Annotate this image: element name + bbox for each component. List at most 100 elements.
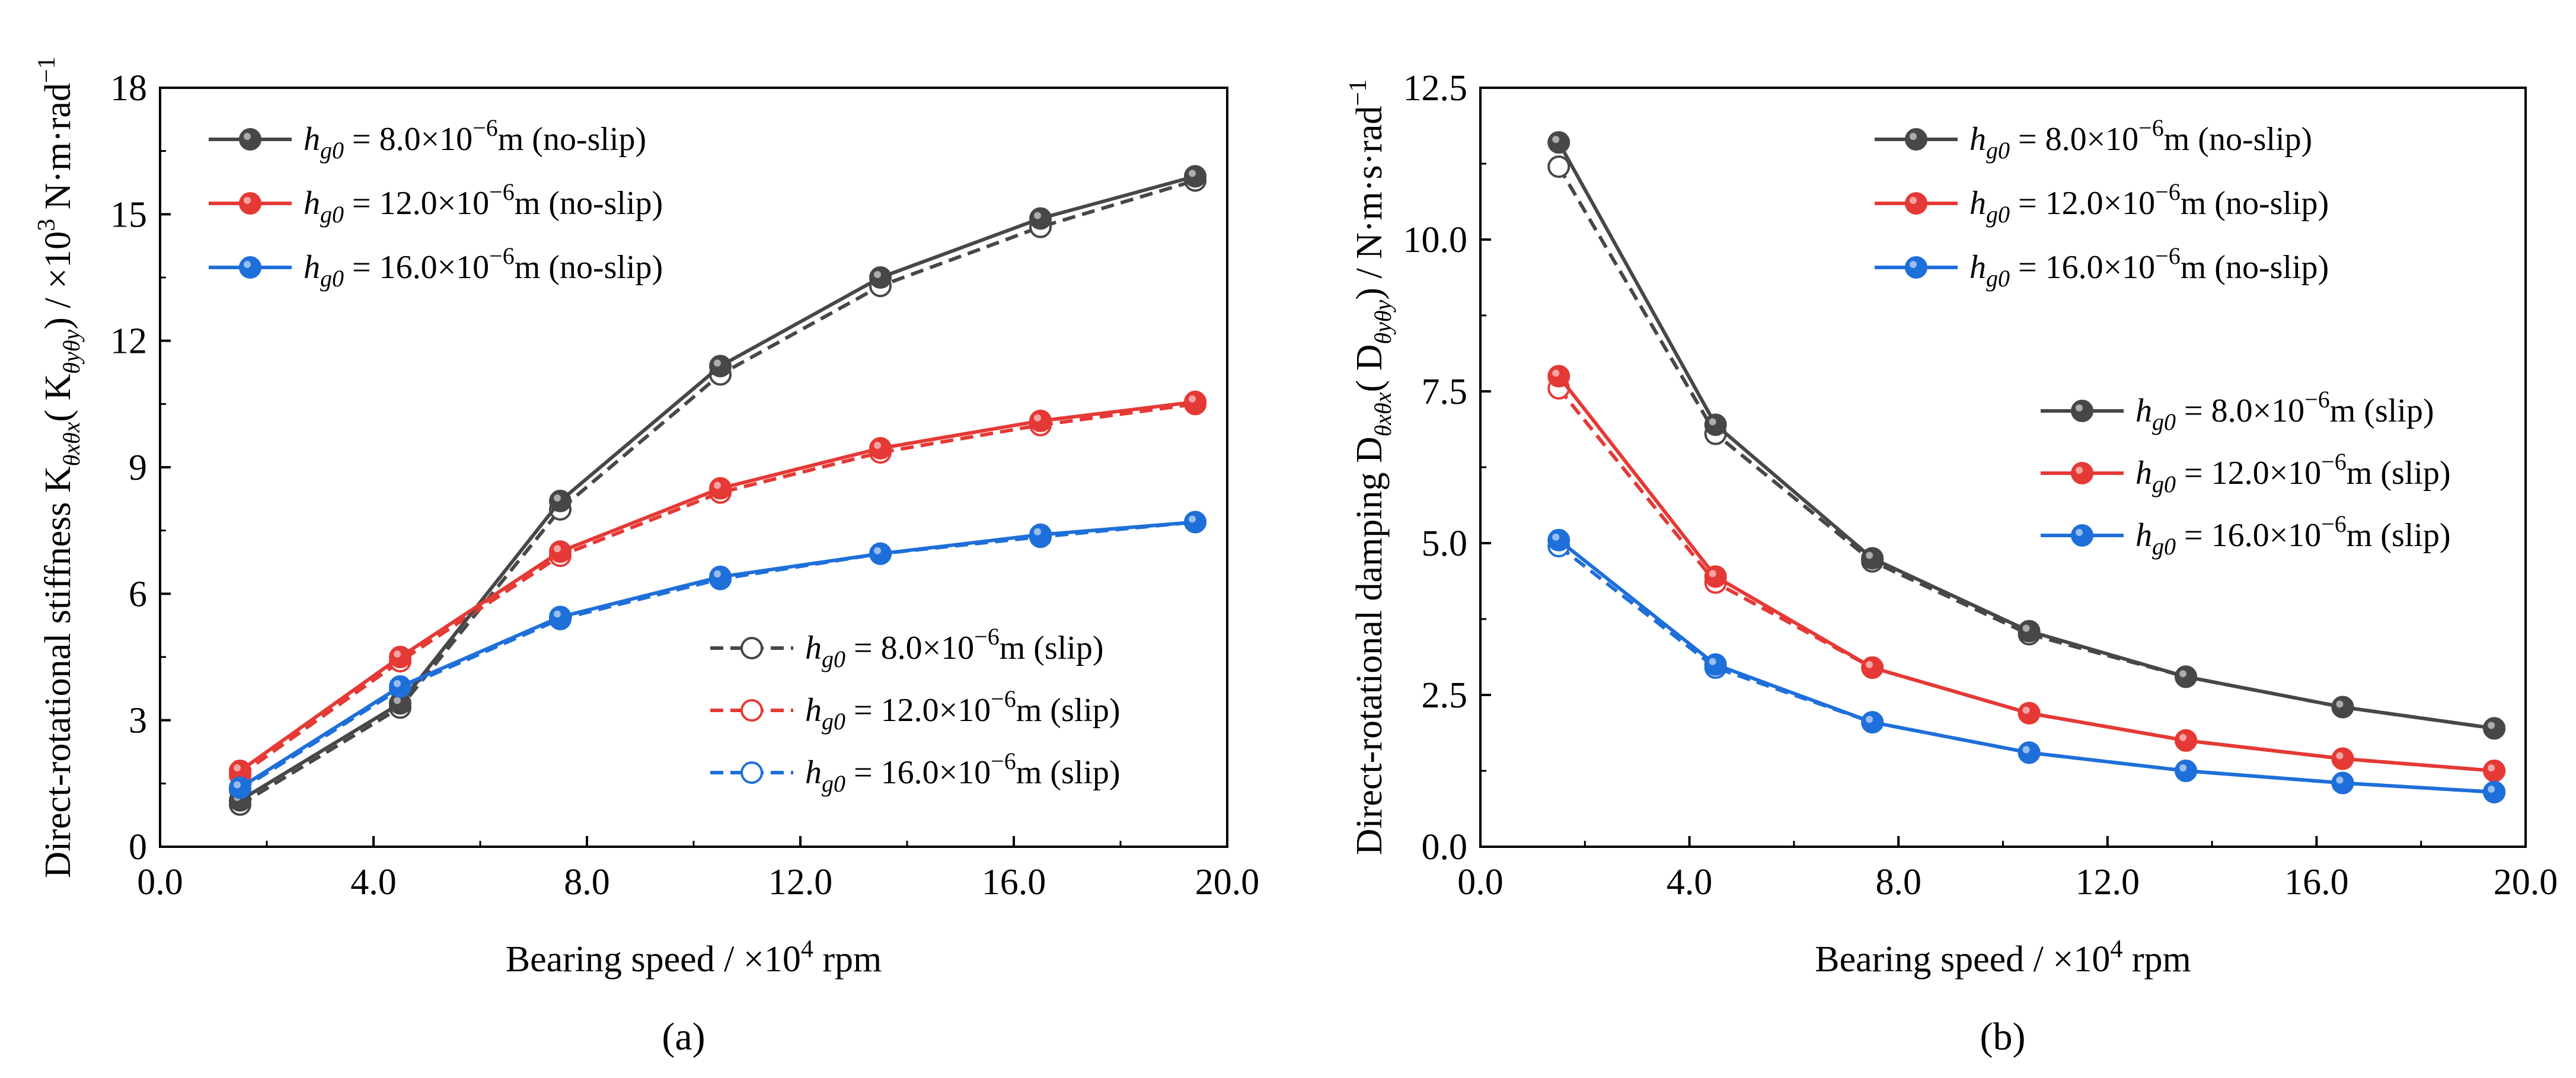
data-point-highlight <box>234 781 241 789</box>
data-point <box>1861 656 1884 679</box>
data-point-highlight <box>1866 716 1873 723</box>
data-point <box>2018 701 2041 725</box>
legend-swatch-highlight <box>2076 404 2083 412</box>
data-point <box>1029 409 1052 432</box>
data-point-highlight <box>2336 776 2344 784</box>
data-point-highlight <box>2179 733 2187 741</box>
data-point <box>1547 155 1571 178</box>
data-point <box>1547 131 1571 154</box>
data-point <box>1704 565 1727 588</box>
data-point <box>1547 365 1571 388</box>
x-tick-label: 20.0 <box>2494 862 2558 902</box>
legend-swatch-marker <box>2071 400 2093 422</box>
y-tick-label: 9 <box>129 448 147 488</box>
legend-a-1: hg0 = 8.0×10−6m (slip) hg0 = 12.0×10−6m (… <box>710 623 1121 797</box>
data-point <box>2018 741 2041 764</box>
x-tick-label: 0.0 <box>1457 862 1504 902</box>
data-point-highlight <box>2488 764 2495 771</box>
data-point <box>869 437 892 460</box>
legend-swatch-highlight <box>244 197 251 204</box>
y-tick-label: 6 <box>129 574 147 614</box>
legend-swatch-highlight <box>1910 133 1917 140</box>
data-point <box>709 477 732 500</box>
data-point-highlight <box>874 271 881 278</box>
data-point-highlight <box>554 545 561 553</box>
y-tick-label: 12.5 <box>1403 68 1468 109</box>
data-point-highlight <box>874 442 881 449</box>
legend-label: hg0 = 12.0×10−6m (no-slip) <box>1969 178 2329 228</box>
data-point-highlight <box>714 359 721 367</box>
legend-label: hg0 = 16.0×10−6m (no-slip) <box>304 243 663 292</box>
x-axis-label: Bearing speed / ×104 rpm <box>506 936 882 980</box>
data-point-highlight <box>2336 752 2344 760</box>
data-point <box>1184 165 1206 188</box>
data-point-highlight <box>874 547 881 554</box>
legend-swatch-marker <box>239 192 261 215</box>
chart-a: 0.0 4.0 8.0 12.0 16.0 20.0 0 3 6 9 12 15 18 Bearing s… <box>33 56 1259 980</box>
data-point-highlight <box>2488 722 2495 729</box>
data-point-highlight <box>1552 533 1560 541</box>
data-point-highlight <box>1552 136 1560 143</box>
legend-label: hg0 = 12.0×10−6m (slip) <box>805 685 1121 735</box>
data-point-highlight <box>2179 764 2187 771</box>
x-tick-label: 16.0 <box>982 862 1046 902</box>
data-point-highlight <box>1866 661 1873 668</box>
y-tick-label: 15 <box>110 194 147 235</box>
legend-b-1: hg0 = 8.0×10−6m (slip) hg0 = 12.0×10−6m (… <box>2041 386 2451 560</box>
data-point-highlight <box>1034 528 1041 535</box>
data-point <box>1704 413 1727 436</box>
data-point <box>2331 696 2354 719</box>
y-tick-label: 2.5 <box>1422 675 1468 716</box>
data-point-highlight <box>1709 658 1716 665</box>
data-point <box>1547 528 1571 551</box>
data-point <box>389 675 411 698</box>
data-point <box>2018 620 2041 643</box>
data-point <box>2483 780 2506 803</box>
legend-swatch-marker <box>740 761 763 784</box>
data-point-highlight <box>234 764 241 771</box>
data-point-highlight <box>1866 551 1873 559</box>
data-point-highlight <box>2179 670 2187 678</box>
data-point-highlight <box>2336 700 2344 708</box>
data-point <box>2331 747 2354 770</box>
data-point-highlight <box>1034 414 1041 422</box>
x-tick-label: 0.0 <box>137 862 183 902</box>
data-point <box>1029 207 1052 230</box>
data-point <box>709 355 732 378</box>
legend-label: hg0 = 16.0×10−6m (slip) <box>2136 511 2451 560</box>
data-point-highlight <box>1552 369 1560 377</box>
data-point <box>229 776 251 799</box>
caption-a: (a) <box>662 1015 705 1058</box>
x-tick-label: 12.0 <box>768 862 833 902</box>
data-point <box>1704 653 1727 676</box>
y-tick-label: 18 <box>110 68 147 109</box>
data-point <box>1861 711 1884 734</box>
data-point-highlight <box>1189 170 1196 177</box>
data-point <box>2175 665 2198 688</box>
legend-swatch-marker <box>1905 128 1927 151</box>
legend-swatch-highlight <box>2076 529 2083 536</box>
data-point <box>1184 511 1206 534</box>
x-tick-label: 12.0 <box>2076 862 2140 902</box>
data-layer-b <box>1547 131 2506 803</box>
data-point-highlight <box>2022 624 2030 632</box>
data-point-highlight <box>1034 212 1041 219</box>
data-point-highlight <box>714 570 721 578</box>
y-axis-label: Direct-rotational stiffness Kθxθx( Kθyθy… <box>33 56 85 878</box>
data-point <box>2331 771 2354 795</box>
data-point-highlight <box>394 697 401 704</box>
legend-a-0: hg0 = 8.0×10−6m (no-slip) hg0 = 12.0×10−6… <box>209 114 663 292</box>
legend-swatch-marker <box>740 699 763 722</box>
data-point-highlight <box>394 650 401 658</box>
legend-label: hg0 = 8.0×10−6m (slip) <box>805 623 1104 672</box>
legend-label: hg0 = 12.0×10−6m (no-slip) <box>304 178 663 228</box>
legend-label: hg0 = 16.0×10−6m (no-slip) <box>1969 243 2329 292</box>
data-point-highlight <box>1189 515 1196 523</box>
y-tick-label: 12 <box>110 321 147 362</box>
data-point <box>2175 729 2198 752</box>
data-point-highlight <box>1189 395 1196 403</box>
data-point <box>549 605 572 629</box>
legend-swatch-marker <box>1905 256 1927 279</box>
legend-label: hg0 = 8.0×10−6m (no-slip) <box>304 114 646 164</box>
data-point <box>1861 547 1884 570</box>
